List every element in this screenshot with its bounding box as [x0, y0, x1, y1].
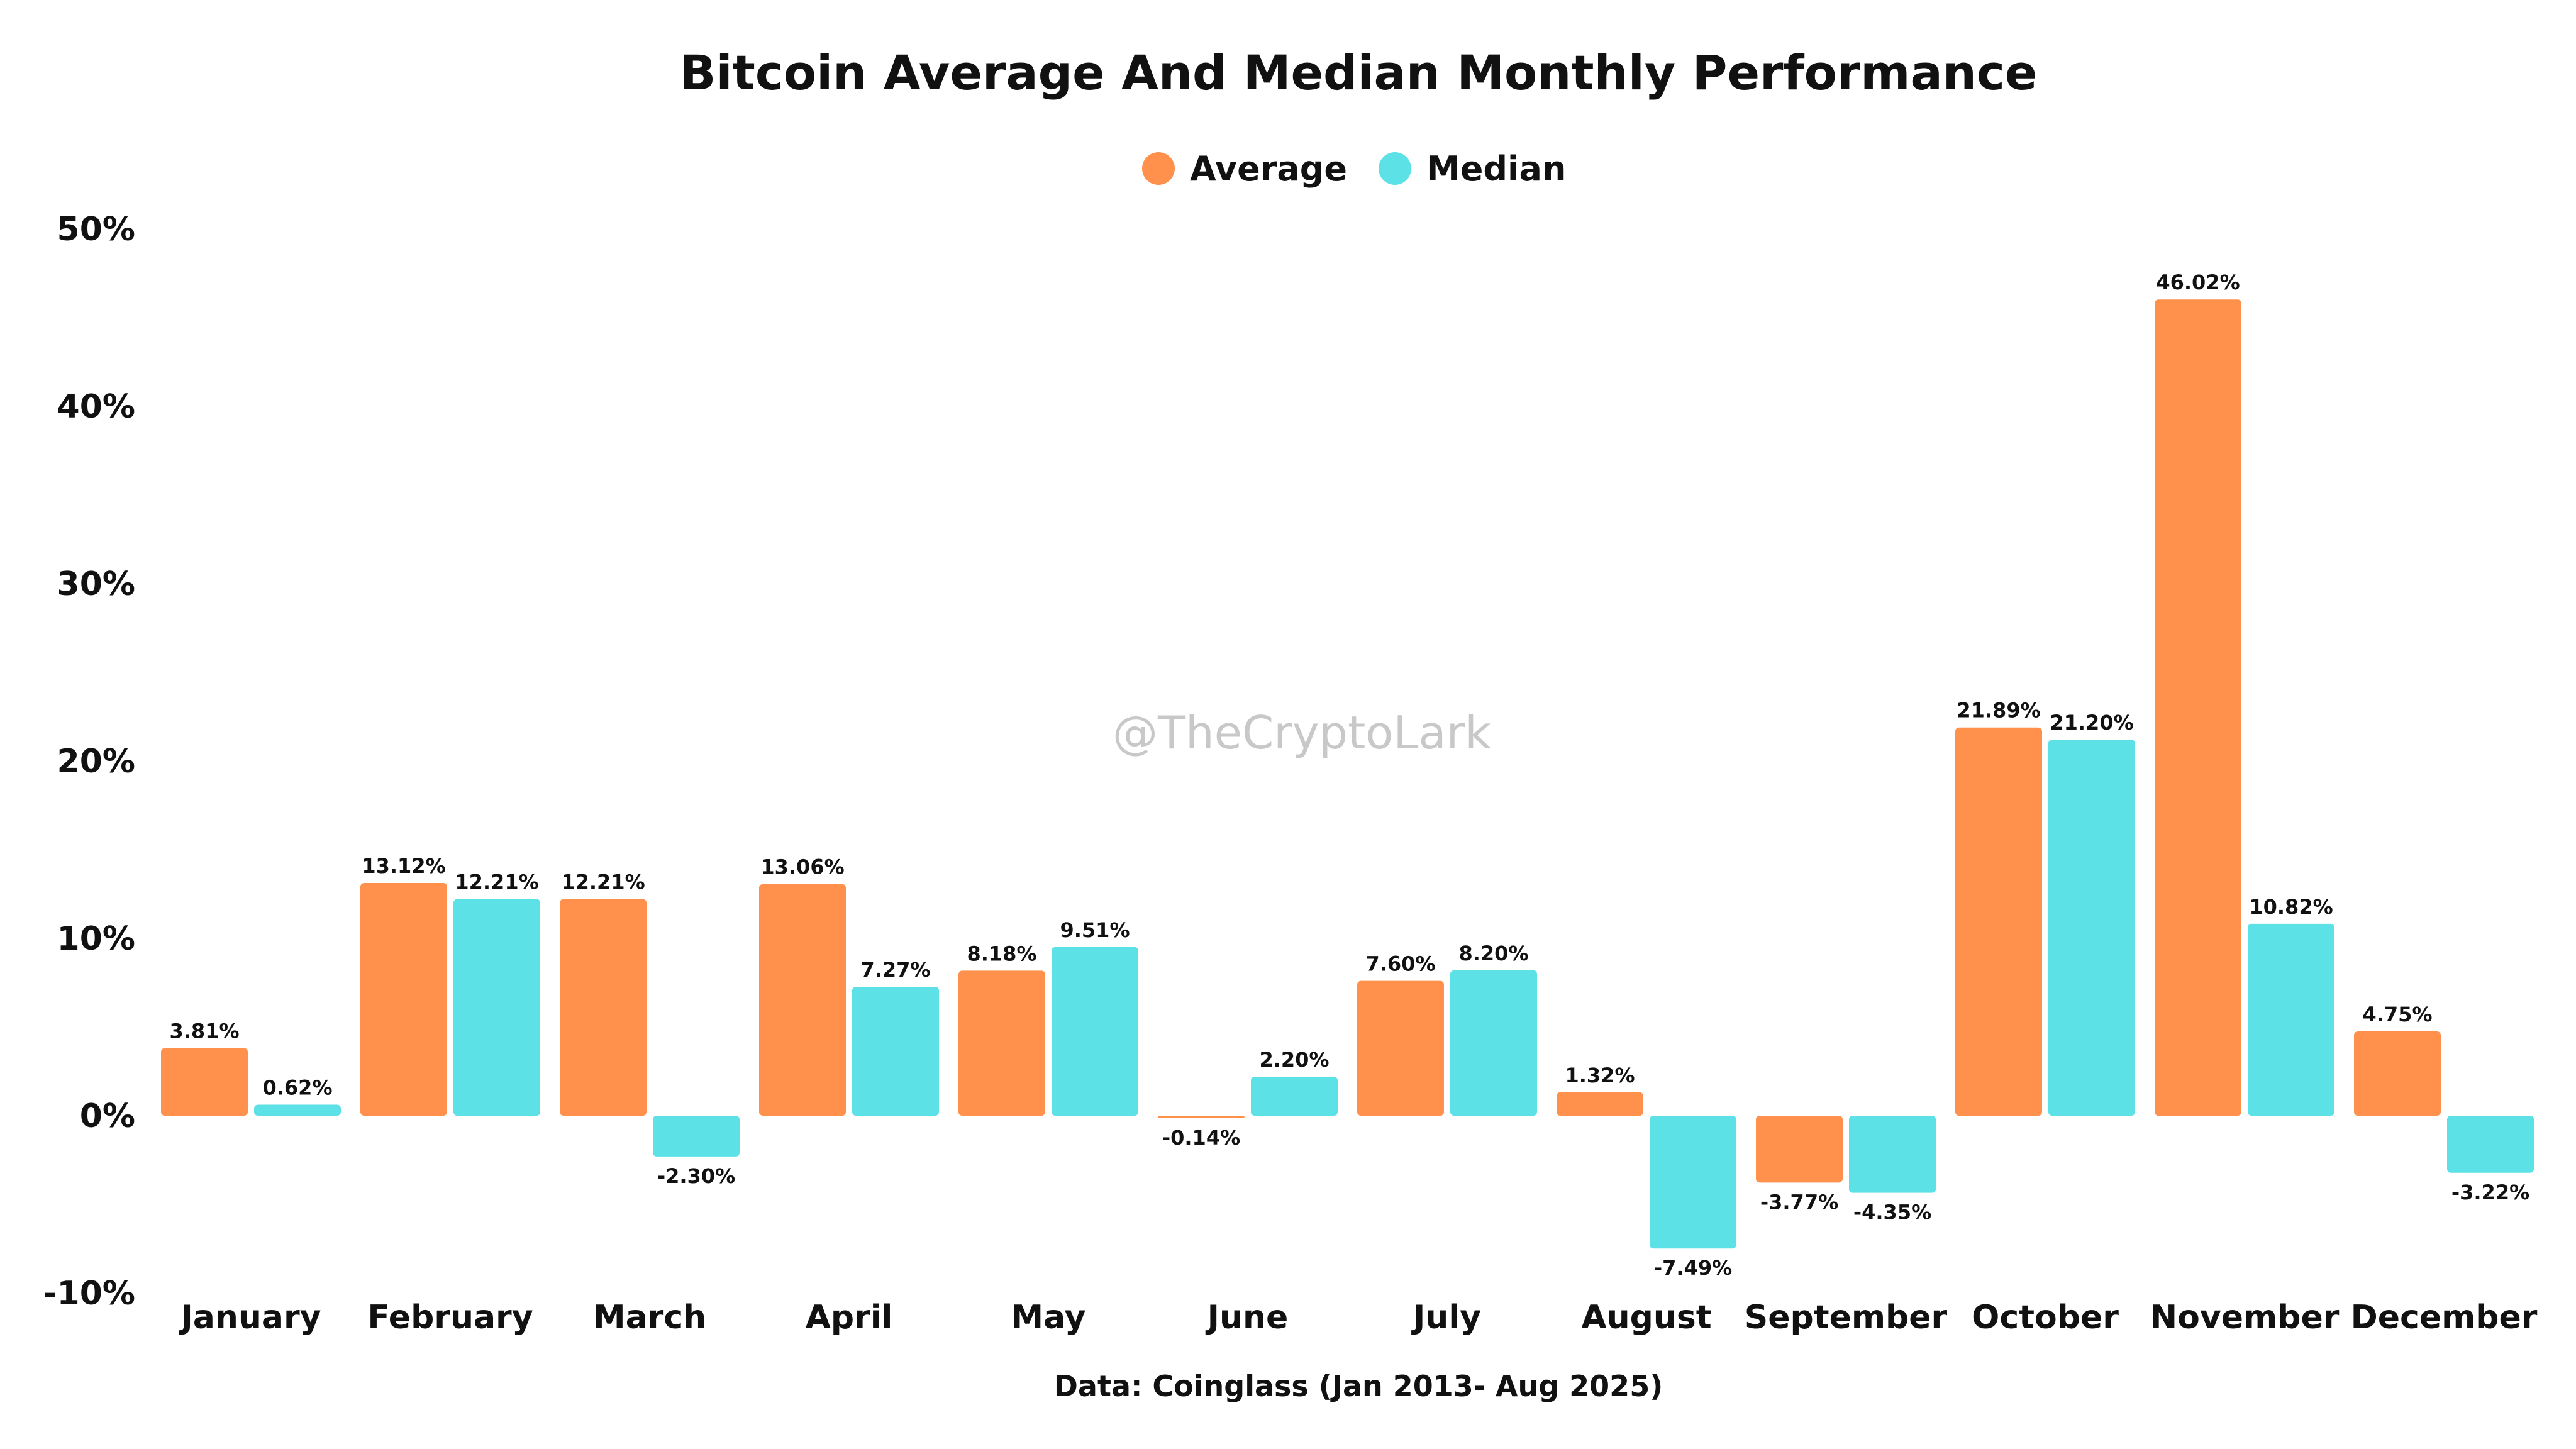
y-tick-label: 0%	[80, 1097, 135, 1135]
bars	[161, 299, 2534, 1249]
x-tick-label-may: May	[1011, 1299, 1085, 1336]
average-value-label-october: 21.89%	[1957, 699, 2040, 723]
median-value-label-august: -7.49%	[1654, 1256, 1732, 1280]
watermark: @TheCryptoLark	[1113, 706, 1491, 759]
average-value-label-may: 8.18%	[967, 941, 1036, 965]
x-tick-label-december: December	[2351, 1299, 2538, 1336]
median-bar-august	[1650, 1116, 1736, 1249]
median-bar-february	[453, 899, 540, 1116]
median-value-label-march: -2.30%	[657, 1164, 735, 1188]
average-bar-april	[759, 884, 846, 1116]
average-value-label-april: 13.06%	[760, 855, 844, 879]
chart-title: Bitcoin Average And Median Monthly Perfo…	[680, 45, 2038, 101]
average-value-label-february: 13.12%	[362, 854, 445, 878]
median-bar-march	[653, 1116, 740, 1157]
x-tick-label-june: June	[1206, 1299, 1289, 1336]
average-bar-september	[1756, 1116, 1843, 1183]
average-bar-october	[1955, 727, 2042, 1116]
average-bar-march	[560, 899, 647, 1116]
y-tick-label: 20%	[57, 743, 135, 780]
average-value-label-november: 46.02%	[2156, 270, 2240, 294]
data-labels: 3.81% 0.62% 13.12% 12.21% 12.21% -2.30% 13.06%…	[169, 270, 2529, 1280]
x-tick-label-november: November	[2150, 1299, 2340, 1336]
median-bar-may	[1052, 947, 1138, 1116]
median-bar-january	[254, 1104, 341, 1116]
y-tick-label: 50%	[57, 211, 135, 248]
legend-average-swatch	[1142, 152, 1175, 185]
median-bar-july	[1450, 970, 1537, 1116]
average-value-label-march: 12.21%	[561, 870, 645, 894]
median-bar-september	[1849, 1116, 1936, 1193]
y-axis: 50% 40% 30% 20% 10% 0% -10%	[43, 211, 135, 1313]
median-value-label-december: -3.22%	[2451, 1180, 2529, 1204]
median-value-label-june: 2.20%	[1259, 1048, 1329, 1072]
x-tick-label-january: January	[179, 1299, 321, 1336]
legend-average-label: Average	[1190, 149, 1347, 189]
y-tick-label: 30%	[57, 565, 135, 603]
median-value-label-february: 12.21%	[455, 870, 538, 894]
y-tick-label: -10%	[43, 1275, 135, 1313]
average-value-label-december: 4.75%	[2362, 1002, 2432, 1026]
median-bar-june	[1251, 1076, 1338, 1116]
median-bar-november	[2248, 923, 2334, 1116]
y-tick-label: 10%	[57, 920, 135, 958]
average-value-label-january: 3.81%	[169, 1019, 239, 1043]
x-tick-label-february: February	[367, 1299, 533, 1336]
average-value-label-july: 7.60%	[1365, 952, 1435, 976]
median-value-label-october: 21.20%	[2050, 711, 2133, 735]
x-tick-label-august: August	[1581, 1299, 1711, 1336]
average-bar-december	[2354, 1031, 2441, 1116]
average-bar-june	[1158, 1116, 1245, 1118]
average-bar-may	[958, 970, 1045, 1116]
y-tick-label: 40%	[57, 388, 135, 426]
median-value-label-september: -4.35%	[1853, 1201, 1931, 1224]
x-axis: January February March April May June July Augu…	[179, 1299, 2537, 1336]
median-bar-december	[2447, 1116, 2534, 1173]
median-value-label-may: 9.51%	[1060, 918, 1130, 942]
average-bar-july	[1357, 980, 1444, 1116]
median-bar-october	[2048, 740, 2135, 1116]
x-tick-label-october: October	[1972, 1299, 2119, 1336]
source-note: Data: Coinglass (Jan 2013- Aug 2025)	[1054, 1369, 1663, 1403]
x-tick-label-july: July	[1411, 1299, 1481, 1336]
x-tick-label-march: March	[593, 1299, 706, 1336]
median-value-label-november: 10.82%	[2249, 895, 2333, 919]
average-value-label-september: -3.77%	[1760, 1190, 1838, 1214]
average-value-label-august: 1.32%	[1565, 1063, 1635, 1087]
median-value-label-july: 8.20%	[1458, 941, 1528, 965]
x-tick-label-september: September	[1745, 1299, 1948, 1336]
average-bar-february	[360, 883, 447, 1116]
average-bar-january	[161, 1048, 248, 1116]
average-bar-august	[1557, 1092, 1643, 1116]
median-value-label-april: 7.27%	[860, 958, 930, 982]
legend-median-label: Median	[1426, 149, 1566, 189]
x-tick-label-april: April	[806, 1299, 893, 1336]
average-value-label-june: -0.14%	[1162, 1126, 1240, 1150]
median-bar-april	[852, 986, 939, 1116]
legend: Average Median	[1142, 149, 1566, 189]
legend-median-swatch	[1379, 152, 1411, 185]
median-value-label-january: 0.62%	[262, 1076, 332, 1100]
average-bar-november	[2155, 299, 2241, 1116]
